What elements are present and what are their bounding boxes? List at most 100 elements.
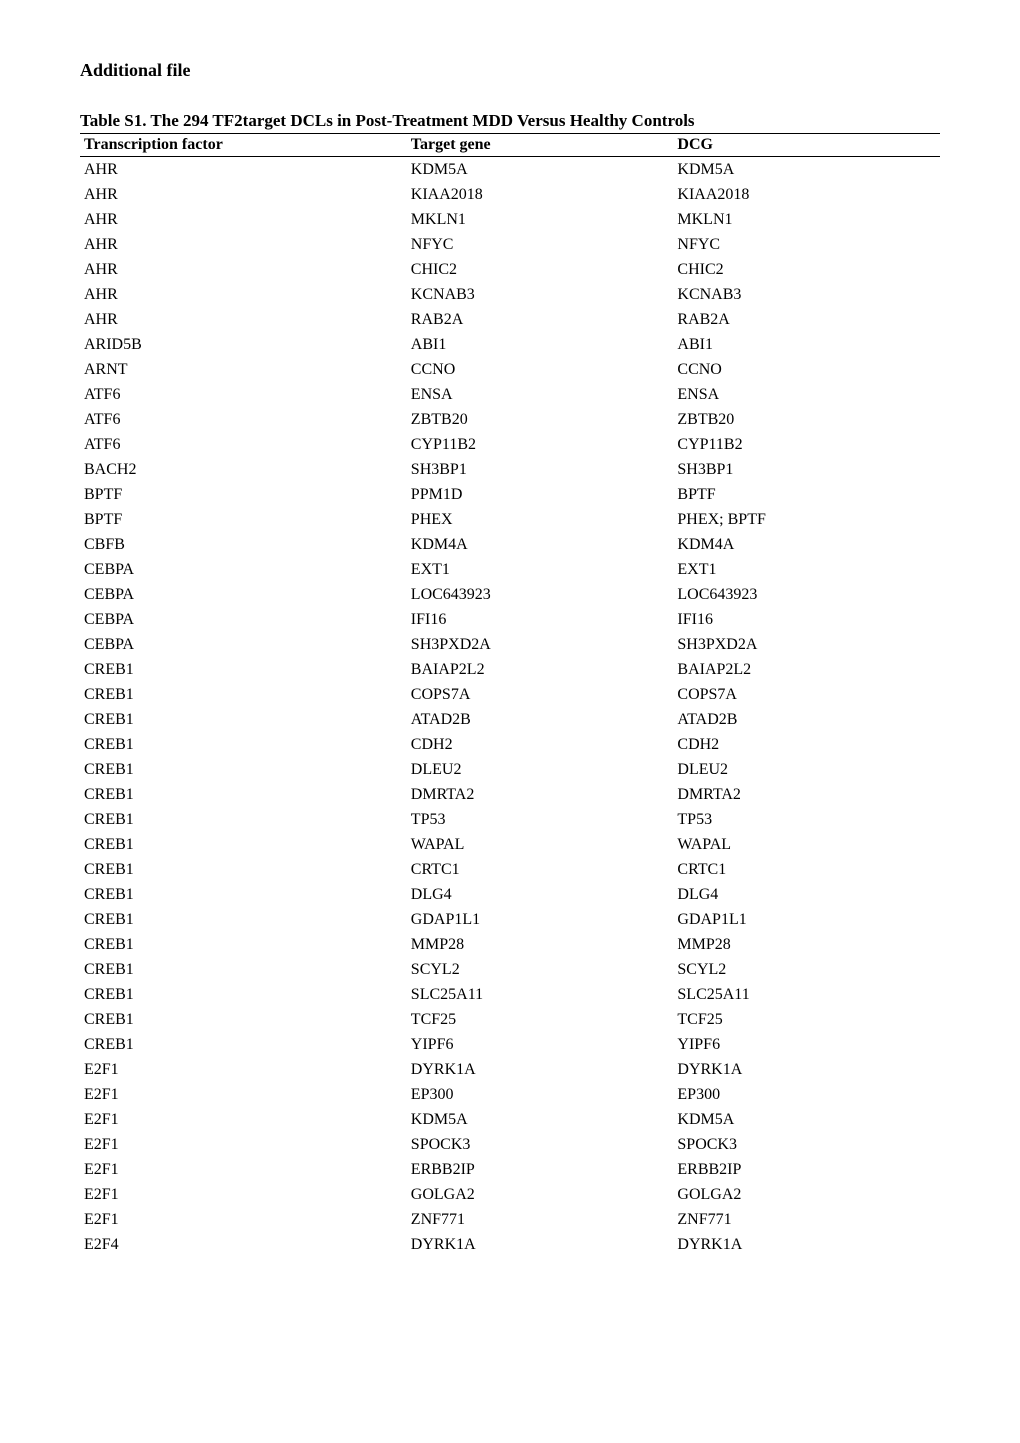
table-cell: KCNAB3 — [407, 282, 674, 307]
table-row: E2F1KDM5AKDM5A — [80, 1107, 940, 1132]
table-cell: KDM5A — [407, 157, 674, 183]
table-row: CREB1DMRTA2DMRTA2 — [80, 782, 940, 807]
table-cell: AHR — [80, 182, 407, 207]
table-row: CREB1ATAD2BATAD2B — [80, 707, 940, 732]
table-cell: BPTF — [673, 482, 940, 507]
table-cell: CCNO — [673, 357, 940, 382]
table-cell: MMP28 — [673, 932, 940, 957]
table-cell: CEBPA — [80, 607, 407, 632]
table-cell: CDH2 — [407, 732, 674, 757]
table-cell: DYRK1A — [673, 1232, 940, 1257]
table-cell: PHEX; BPTF — [673, 507, 940, 532]
table-row: CREB1GDAP1L1GDAP1L1 — [80, 907, 940, 932]
table-cell: DLEU2 — [407, 757, 674, 782]
table-cell: CREB1 — [80, 782, 407, 807]
table-cell: LOC643923 — [673, 582, 940, 607]
table-cell: TCF25 — [673, 1007, 940, 1032]
table-row: CEBPAIFI16IFI16 — [80, 607, 940, 632]
table-cell: DMRTA2 — [407, 782, 674, 807]
table-row: CREB1DLG4DLG4 — [80, 882, 940, 907]
table-cell: CREB1 — [80, 1007, 407, 1032]
table-cell: ZBTB20 — [673, 407, 940, 432]
table-cell: ENSA — [673, 382, 940, 407]
table-cell: DLEU2 — [673, 757, 940, 782]
table-cell: WAPAL — [407, 832, 674, 857]
table-cell: CREB1 — [80, 907, 407, 932]
table-cell: CHIC2 — [673, 257, 940, 282]
table-cell: ATF6 — [80, 432, 407, 457]
table-cell: SH3BP1 — [407, 457, 674, 482]
table-row: BPTFPHEXPHEX; BPTF — [80, 507, 940, 532]
table-header-row: Transcription factor Target gene DCG — [80, 134, 940, 157]
table-cell: SCYL2 — [673, 957, 940, 982]
table-cell: MKLN1 — [673, 207, 940, 232]
column-header-target: Target gene — [407, 134, 674, 157]
table-cell: E2F1 — [80, 1182, 407, 1207]
table-cell: GDAP1L1 — [673, 907, 940, 932]
table-cell: CREB1 — [80, 932, 407, 957]
table-cell: ERBB2IP — [407, 1157, 674, 1182]
table-row: CREB1COPS7ACOPS7A — [80, 682, 940, 707]
table-cell: EXT1 — [407, 557, 674, 582]
table-cell: GDAP1L1 — [407, 907, 674, 932]
table-cell: E2F1 — [80, 1157, 407, 1182]
table-row: CEBPAEXT1EXT1 — [80, 557, 940, 582]
table-cell: KDM4A — [673, 532, 940, 557]
table-cell: PPM1D — [407, 482, 674, 507]
table-cell: ZNF771 — [407, 1207, 674, 1232]
table-row: AHRKIAA2018KIAA2018 — [80, 182, 940, 207]
table-cell: ARID5B — [80, 332, 407, 357]
table-cell: DYRK1A — [673, 1057, 940, 1082]
table-cell: SH3BP1 — [673, 457, 940, 482]
data-table: Transcription factor Target gene DCG AHR… — [80, 133, 940, 1257]
table-row: CBFBKDM4AKDM4A — [80, 532, 940, 557]
table-cell: CREB1 — [80, 707, 407, 732]
table-cell: CREB1 — [80, 682, 407, 707]
table-cell: EP300 — [673, 1082, 940, 1107]
table-cell: AHR — [80, 257, 407, 282]
table-body: AHRKDM5AKDM5AAHRKIAA2018KIAA2018AHRMKLN1… — [80, 157, 940, 1258]
table-cell: AHR — [80, 282, 407, 307]
table-cell: ARNT — [80, 357, 407, 382]
table-row: ATF6ZBTB20ZBTB20 — [80, 407, 940, 432]
table-cell: COPS7A — [673, 682, 940, 707]
table-row: E2F1ZNF771ZNF771 — [80, 1207, 940, 1232]
table-cell: AHR — [80, 307, 407, 332]
table-cell: COPS7A — [407, 682, 674, 707]
table-cell: AHR — [80, 232, 407, 257]
table-cell: SH3PXD2A — [673, 632, 940, 657]
table-row: ARID5BABI1ABI1 — [80, 332, 940, 357]
additional-file-heading: Additional file — [80, 60, 940, 81]
table-cell: CYP11B2 — [673, 432, 940, 457]
table-row: CREB1DLEU2DLEU2 — [80, 757, 940, 782]
table-row: AHRNFYCNFYC — [80, 232, 940, 257]
table-cell: YIPF6 — [407, 1032, 674, 1057]
table-cell: CHIC2 — [407, 257, 674, 282]
table-cell: ENSA — [407, 382, 674, 407]
table-cell: ERBB2IP — [673, 1157, 940, 1182]
table-cell: EP300 — [407, 1082, 674, 1107]
table-cell: BPTF — [80, 507, 407, 532]
table-cell: CREB1 — [80, 807, 407, 832]
table-cell: DMRTA2 — [673, 782, 940, 807]
table-cell: LOC643923 — [407, 582, 674, 607]
table-cell: TP53 — [673, 807, 940, 832]
table-cell: CREB1 — [80, 1032, 407, 1057]
table-cell: ABI1 — [407, 332, 674, 357]
table-cell: DLG4 — [673, 882, 940, 907]
table-cell: SPOCK3 — [673, 1132, 940, 1157]
table-cell: CREB1 — [80, 657, 407, 682]
table-cell: KIAA2018 — [673, 182, 940, 207]
table-row: CREB1BAIAP2L2BAIAP2L2 — [80, 657, 940, 682]
table-cell: ATAD2B — [673, 707, 940, 732]
table-cell: CREB1 — [80, 957, 407, 982]
table-cell: MMP28 — [407, 932, 674, 957]
table-row: CREB1SCYL2SCYL2 — [80, 957, 940, 982]
table-row: CREB1CDH2CDH2 — [80, 732, 940, 757]
table-cell: CYP11B2 — [407, 432, 674, 457]
table-cell: CEBPA — [80, 557, 407, 582]
table-cell: KDM5A — [673, 1107, 940, 1132]
table-cell: E2F1 — [80, 1057, 407, 1082]
table-cell: BAIAP2L2 — [673, 657, 940, 682]
table-cell: RAB2A — [673, 307, 940, 332]
